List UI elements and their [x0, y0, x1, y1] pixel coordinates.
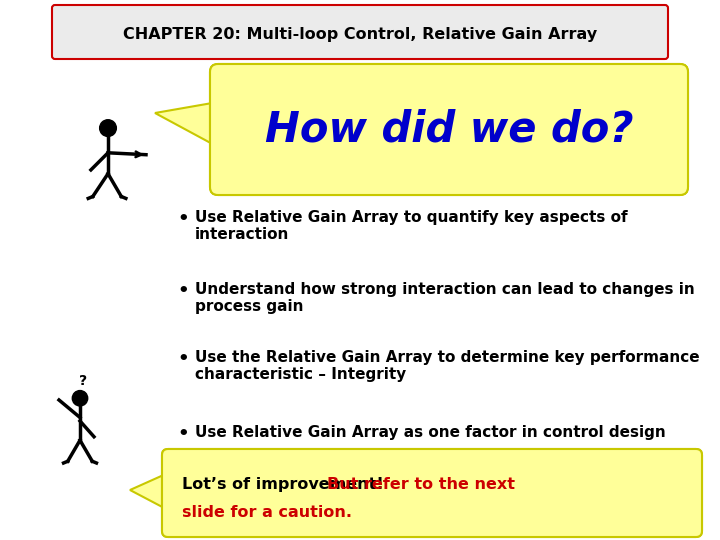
Polygon shape	[130, 473, 168, 510]
Text: Use the Relative Gain Array to determine key performance
characteristic – Integr: Use the Relative Gain Array to determine…	[195, 350, 700, 382]
Circle shape	[99, 120, 117, 137]
Text: •: •	[177, 350, 189, 368]
Text: Use Relative Gain Array as one factor in control design: Use Relative Gain Array as one factor in…	[195, 425, 666, 440]
FancyBboxPatch shape	[162, 449, 702, 537]
Text: •: •	[177, 425, 189, 443]
Text: Lot’s of improvement!: Lot’s of improvement!	[182, 477, 395, 492]
Text: Understand how strong interaction can lead to changes in
process gain: Understand how strong interaction can le…	[195, 282, 695, 314]
Circle shape	[72, 390, 88, 406]
FancyBboxPatch shape	[162, 449, 702, 537]
Polygon shape	[155, 102, 218, 147]
Text: slide for a caution.: slide for a caution.	[182, 505, 352, 520]
Text: ?: ?	[79, 374, 88, 388]
FancyBboxPatch shape	[210, 64, 688, 195]
Text: •: •	[177, 210, 189, 228]
Text: CHAPTER 20: Multi-loop Control, Relative Gain Array: CHAPTER 20: Multi-loop Control, Relative…	[123, 26, 597, 42]
Text: How did we do?: How did we do?	[265, 109, 634, 151]
FancyBboxPatch shape	[210, 64, 688, 195]
Text: But refer to the next: But refer to the next	[327, 477, 515, 492]
FancyBboxPatch shape	[52, 5, 668, 59]
Text: •: •	[177, 282, 189, 300]
Text: Use Relative Gain Array to quantify key aspects of
interaction: Use Relative Gain Array to quantify key …	[195, 210, 628, 242]
